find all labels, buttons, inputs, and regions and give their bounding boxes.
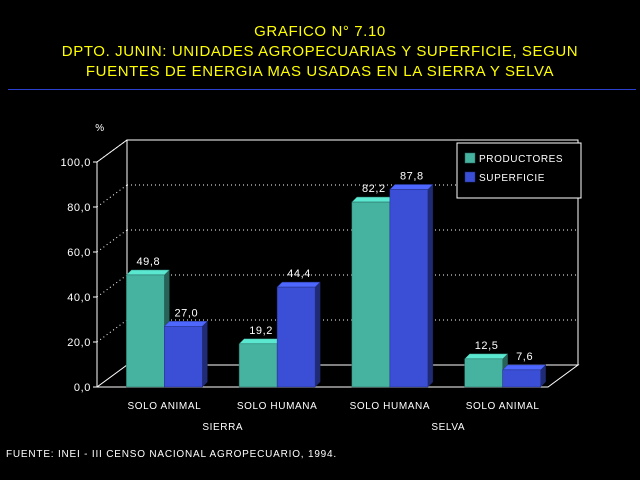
data-label: 19,2 bbox=[249, 325, 273, 337]
gridline-side bbox=[96, 184, 128, 208]
y-tick-label: 100,0 bbox=[60, 157, 91, 169]
legend-box bbox=[456, 142, 582, 199]
bar-superficie bbox=[502, 369, 541, 388]
data-label: 12,5 bbox=[475, 340, 499, 352]
data-label: 87,8 bbox=[400, 170, 424, 182]
data-label: 82,2 bbox=[362, 183, 386, 195]
gridline-side bbox=[96, 229, 128, 253]
side-wall-edge bbox=[96, 139, 128, 163]
title-line-2: DPTO. JUNIN: UNIDADES AGROPECUARIAS Y SU… bbox=[61, 43, 579, 60]
bar-top bbox=[276, 281, 321, 288]
x-tick-label: SOLO ANIMAL bbox=[127, 401, 201, 412]
x-tick-label: SOLO ANIMAL bbox=[466, 401, 540, 412]
bar-side bbox=[427, 183, 434, 388]
legend-label: SUPERFICIE bbox=[479, 173, 545, 184]
bar-productores bbox=[238, 343, 278, 388]
bar-superficie bbox=[276, 286, 316, 388]
gridline-side bbox=[96, 274, 128, 298]
data-label: 44,4 bbox=[287, 268, 311, 280]
x-tick-label: SOLO HUMANA bbox=[237, 401, 318, 412]
bar-top bbox=[389, 184, 434, 190]
gridline-side bbox=[96, 319, 128, 343]
bar-productores bbox=[126, 274, 165, 388]
y-tick-label: 0,0 bbox=[74, 382, 91, 394]
group-label: SIERRA bbox=[202, 422, 243, 433]
title-line-1: GRAFICO N° 7.10 bbox=[254, 23, 386, 40]
bar-side bbox=[202, 320, 208, 388]
y-axis-unit: % bbox=[95, 123, 105, 134]
y-tick-label: 80,0 bbox=[67, 202, 91, 214]
source-note: FUENTE: INEI - III CENSO NACIONAL AGROPE… bbox=[6, 449, 337, 460]
y-tick-label: 60,0 bbox=[67, 247, 91, 259]
y-tick-label: 20,0 bbox=[67, 337, 91, 349]
bar-side bbox=[314, 281, 321, 388]
bar-productores bbox=[464, 358, 503, 388]
data-label: 7,6 bbox=[516, 351, 533, 363]
bar-top bbox=[502, 364, 547, 371]
x-tick-label: SOLO HUMANA bbox=[350, 401, 431, 412]
bar-top bbox=[125, 269, 170, 276]
legend-swatch bbox=[464, 171, 476, 183]
bar-top bbox=[238, 338, 283, 345]
bar-superficie bbox=[389, 189, 429, 388]
data-label: 27,0 bbox=[174, 307, 198, 319]
title-line-3: FUENTES DE ENERGIA MAS USADAS EN LA SIER… bbox=[85, 63, 555, 80]
data-label: 49,8 bbox=[136, 256, 160, 268]
y-tick-label: 40,0 bbox=[67, 292, 91, 304]
bar-superficie bbox=[164, 326, 203, 388]
legend-swatch bbox=[464, 152, 476, 164]
bar-top bbox=[163, 321, 208, 327]
legend-label: PRODUCTORES bbox=[479, 154, 563, 165]
group-label: SELVA bbox=[431, 422, 465, 433]
title-divider bbox=[8, 89, 636, 90]
bar-top bbox=[351, 196, 396, 203]
bar-productores bbox=[351, 201, 391, 388]
bar-top bbox=[464, 353, 509, 360]
chart-title: GRAFICO N° 7.10 DPTO. JUNIN: UNIDADES AG… bbox=[0, 22, 640, 82]
